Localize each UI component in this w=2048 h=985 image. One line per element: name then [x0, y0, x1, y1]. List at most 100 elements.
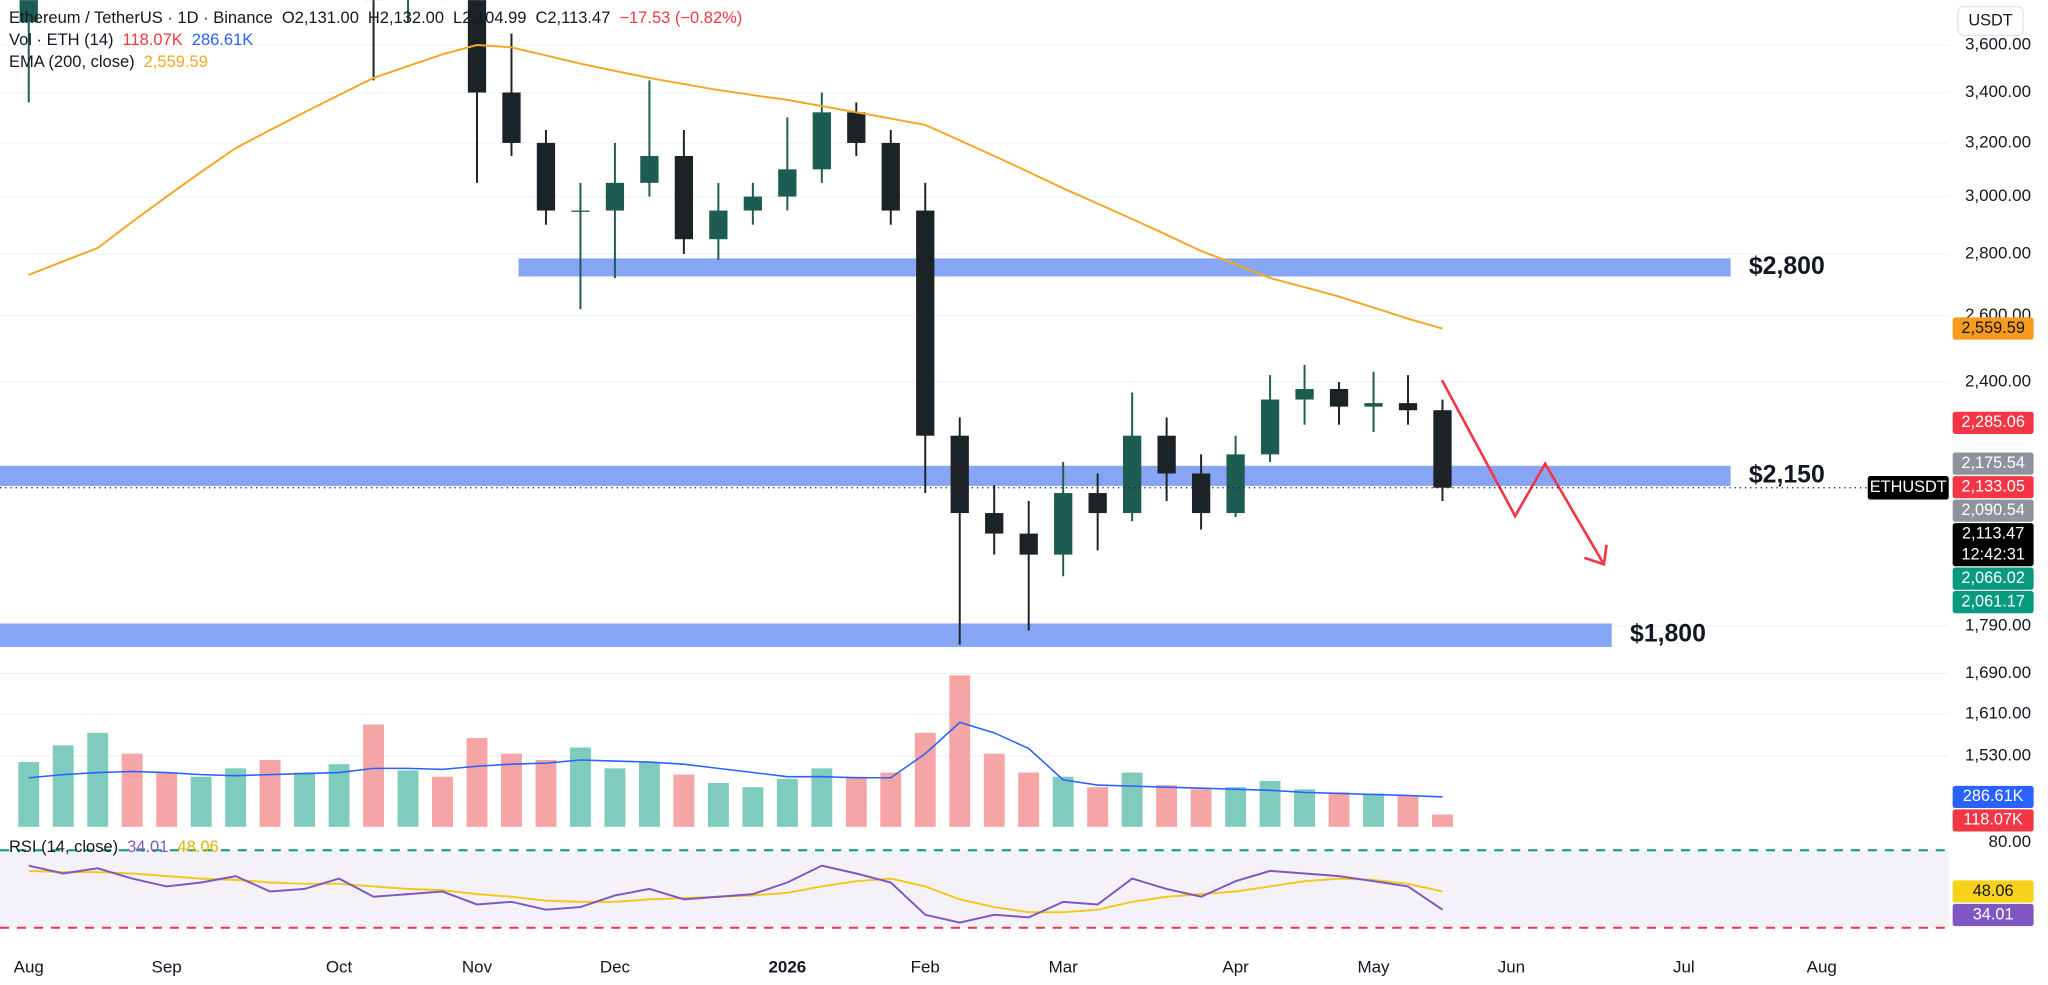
- volume-bar: [1294, 789, 1316, 827]
- volume-bar: [569, 747, 591, 827]
- volume-bar: [121, 753, 143, 827]
- price-badge-text: 2,175.54: [1961, 454, 2025, 472]
- price-badge: [1952, 499, 2034, 522]
- x-tick-label: Jul: [1673, 957, 1695, 976]
- candle-body: [674, 156, 694, 240]
- candle-body: [1260, 399, 1280, 455]
- volume-bar: [259, 759, 281, 827]
- ema-legend: EMA (200, close) 2,559.59: [9, 53, 208, 72]
- y-tick-label: 3,400.00: [1965, 82, 2031, 101]
- volume-bar: [811, 768, 833, 827]
- volume-bar: [1259, 780, 1281, 827]
- projection-arrow: [1440, 379, 1606, 565]
- last-price-badge-text: 2,113.47: [1962, 525, 2024, 543]
- candle-body: [778, 169, 797, 197]
- x-tick-label: May: [1357, 957, 1390, 976]
- volume-bar: [1190, 789, 1212, 827]
- candle-body: [950, 435, 969, 514]
- volume-bar: [845, 776, 867, 827]
- price-badge: [1952, 591, 2034, 614]
- x-tick-label: Feb: [911, 957, 940, 976]
- y-tick-label: 1,530.00: [1965, 746, 2031, 765]
- volume-bar: [190, 776, 212, 827]
- candle-body: [502, 92, 521, 143]
- volume-bar: [328, 764, 350, 827]
- candle-body: [709, 210, 728, 240]
- price-badge: [1952, 452, 2034, 475]
- x-tick-label: Apr: [1222, 957, 1249, 976]
- volume-bar: [1121, 772, 1143, 827]
- x-tick-label: Oct: [326, 957, 353, 976]
- candle-body: [1191, 473, 1211, 514]
- y-tick-label: 2,800.00: [1965, 243, 2031, 262]
- candle-body: [467, 0, 487, 93]
- rsi-tick-label: 80.00: [1989, 832, 2031, 851]
- rsi-title: RSI (14, close): [9, 838, 119, 856]
- candle-body: [1226, 454, 1245, 514]
- price-badge-text: 2,559.59: [1961, 319, 2025, 337]
- volume-bar: [1225, 787, 1247, 827]
- open: O2,131.00: [281, 9, 359, 27]
- candle-body: [1364, 403, 1383, 407]
- last-price-badge: [1952, 523, 2034, 567]
- rsi-legend: RSI (14, close) 34.01 48.06: [9, 838, 219, 857]
- x-tick-label: Dec: [600, 957, 631, 976]
- y-tick-label: 3,000.00: [1965, 186, 2031, 205]
- volume-bar: [18, 762, 40, 827]
- volume-bar: [1397, 795, 1419, 827]
- support-zone: [0, 465, 1731, 486]
- low: L2,104.99: [453, 9, 527, 27]
- volume-badge: [1952, 785, 2034, 809]
- price-badge: [1952, 317, 2034, 340]
- candle-body: [743, 196, 762, 211]
- volume-bar: [52, 745, 74, 827]
- price-badge-text: 2,285.06: [1961, 413, 2025, 431]
- price-badge-text: 2,133.05: [1961, 477, 2025, 495]
- candle-body: [536, 142, 556, 211]
- candle-body: [1398, 403, 1418, 411]
- y-tick-label: 2,400.00: [1965, 372, 2031, 391]
- y-tick-label: 3,600.00: [1965, 35, 2031, 54]
- volume-bar: [535, 759, 557, 827]
- volume-bar: [1156, 785, 1178, 827]
- volume-bar: [501, 753, 522, 827]
- volume-bar: [880, 772, 902, 827]
- change: −17.53 (−0.82%): [619, 9, 743, 27]
- candle-body: [1157, 435, 1176, 474]
- zone-label: $1,800: [1630, 621, 1706, 648]
- volume-bar: [156, 772, 178, 827]
- volume-bar: [638, 762, 660, 827]
- volume-bar: [1018, 772, 1040, 827]
- volume-bar: [225, 768, 247, 827]
- volume-badge-text: 286.61K: [1963, 787, 2024, 805]
- price-badge-text: 2,061.17: [1961, 592, 2025, 610]
- volume-ma-line: [28, 721, 1443, 798]
- volume-bar: [776, 778, 798, 827]
- candle-body: [881, 142, 900, 211]
- candle-body: [916, 210, 935, 436]
- y-tick-label: 1,690.00: [1965, 663, 2031, 682]
- price-badge-text: 2,066.02: [1961, 569, 2025, 587]
- support-zone: [518, 258, 1731, 277]
- high: H2,132.00: [367, 9, 445, 27]
- volume-bar: [914, 732, 936, 827]
- volume-bar: [742, 787, 764, 827]
- price-badge-text: 2,090.54: [1961, 501, 2025, 519]
- arrow-head: [1583, 544, 1608, 567]
- candle-body: [1019, 533, 1038, 555]
- volume-badge-text: 118.07K: [1963, 811, 2023, 829]
- y-tick-label: 3,200.00: [1965, 132, 2031, 151]
- axis-unit-box: [1957, 5, 2024, 37]
- volume-bar: [673, 774, 695, 827]
- rsi-line: [28, 864, 1444, 924]
- rsi-band: [0, 850, 1949, 928]
- volume-title: Vol · ETH (14): [9, 31, 114, 49]
- last-price-badge-text: 12:42:31: [1961, 545, 2025, 563]
- candle-body: [985, 513, 1004, 534]
- candle-body: [571, 210, 590, 212]
- price-badge: [1952, 476, 2034, 499]
- volume-bar: [466, 738, 488, 827]
- volume-bar: [397, 770, 419, 827]
